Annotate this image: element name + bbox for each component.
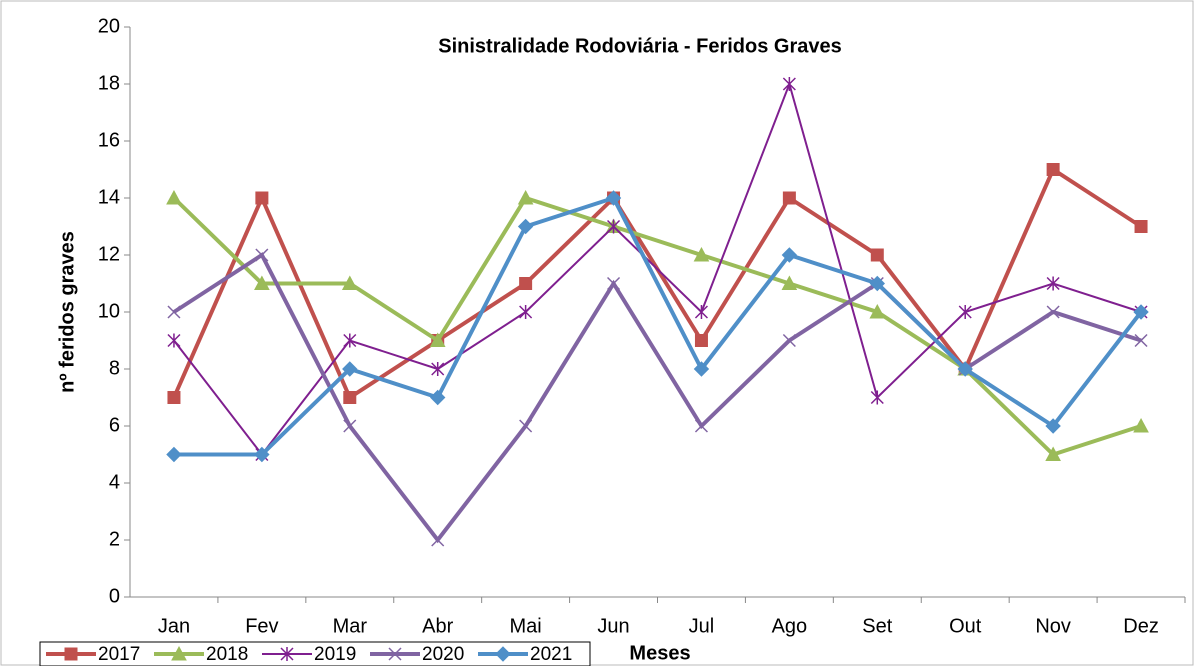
y-tick-label: 0	[109, 585, 120, 607]
point	[519, 419, 533, 433]
x-tick-label: Mai	[510, 615, 542, 637]
point	[166, 446, 182, 463]
point	[343, 419, 357, 433]
point	[255, 248, 269, 262]
y-tick-label: 2	[109, 528, 120, 550]
point	[1134, 333, 1148, 348]
point	[1133, 417, 1149, 433]
point	[694, 419, 708, 433]
point	[341, 275, 358, 290]
point	[342, 361, 358, 377]
x-tick-label: Abr	[422, 615, 453, 637]
legend-marker	[64, 647, 78, 661]
chart-title: Sinistralidade Rodoviária - Feridos Grav…	[438, 35, 841, 57]
y-axis-label: nº feridos graves	[56, 231, 78, 393]
point	[957, 361, 973, 377]
point	[167, 305, 181, 319]
point	[431, 533, 445, 547]
point	[958, 305, 972, 319]
point	[517, 189, 534, 205]
series-line	[172, 252, 1142, 544]
x-tick-label: Set	[862, 615, 892, 637]
x-tick-label: Out	[949, 615, 982, 637]
point	[166, 189, 182, 205]
x-tick-label: Jul	[689, 615, 715, 637]
point	[605, 190, 622, 206]
x-tick-label: Jan	[158, 615, 190, 637]
y-tick-label: 4	[109, 471, 120, 493]
point	[1046, 276, 1060, 291]
point	[607, 219, 621, 234]
point	[254, 446, 270, 463]
y-tick-label: 8	[109, 357, 120, 379]
legend-label: 2017	[98, 644, 140, 665]
point	[167, 333, 181, 348]
x-tick-label: Nov	[1035, 615, 1071, 637]
point	[607, 276, 621, 291]
point	[870, 248, 884, 262]
legend-label: 2019	[314, 644, 356, 665]
point	[430, 389, 446, 406]
y-tick-label: 20	[98, 15, 120, 37]
legend-label: 2020	[422, 644, 464, 665]
legend-marker	[280, 647, 294, 661]
legend-label: 2021	[530, 644, 572, 665]
y-tick-label: 14	[98, 186, 120, 208]
point	[782, 191, 796, 205]
point	[519, 305, 533, 319]
x-tick-label: Fev	[245, 615, 278, 637]
point	[870, 390, 884, 405]
point	[869, 303, 886, 319]
point	[1045, 418, 1061, 434]
point	[1134, 220, 1148, 233]
y-tick-label: 16	[98, 129, 120, 151]
point	[694, 334, 708, 347]
legend-marker	[388, 647, 402, 661]
point	[343, 391, 357, 404]
point	[693, 246, 710, 262]
point	[782, 77, 796, 91]
point	[693, 361, 710, 377]
point	[869, 275, 885, 292]
series-line	[173, 195, 1143, 457]
point	[781, 247, 798, 263]
point	[517, 218, 534, 235]
legend-marker	[495, 646, 511, 662]
y-tick-label: 6	[109, 414, 120, 436]
point	[1046, 305, 1060, 319]
series-line	[173, 80, 1142, 457]
legend-marker	[171, 645, 187, 661]
x-tick-label: Mar	[333, 615, 368, 637]
point	[782, 333, 796, 348]
x-tick-label: Dez	[1123, 615, 1159, 637]
point	[1046, 163, 1060, 176]
point	[255, 191, 269, 205]
point	[1045, 446, 1061, 461]
point	[167, 391, 181, 404]
point	[429, 332, 446, 347]
x-axis-label: Meses	[629, 642, 690, 664]
y-tick-label: 18	[98, 72, 120, 94]
x-tick-label: Jun	[597, 615, 629, 637]
y-tick-label: 10	[98, 300, 120, 322]
point	[431, 362, 445, 376]
point	[781, 275, 798, 290]
point	[694, 305, 708, 319]
point	[343, 333, 357, 348]
point	[519, 277, 533, 290]
point	[254, 275, 270, 290]
legend-label: 2018	[206, 644, 248, 665]
series-line	[172, 195, 1142, 457]
y-tick-label: 12	[98, 243, 120, 265]
x-tick-label: Ago	[772, 615, 808, 637]
point	[1133, 304, 1149, 320]
